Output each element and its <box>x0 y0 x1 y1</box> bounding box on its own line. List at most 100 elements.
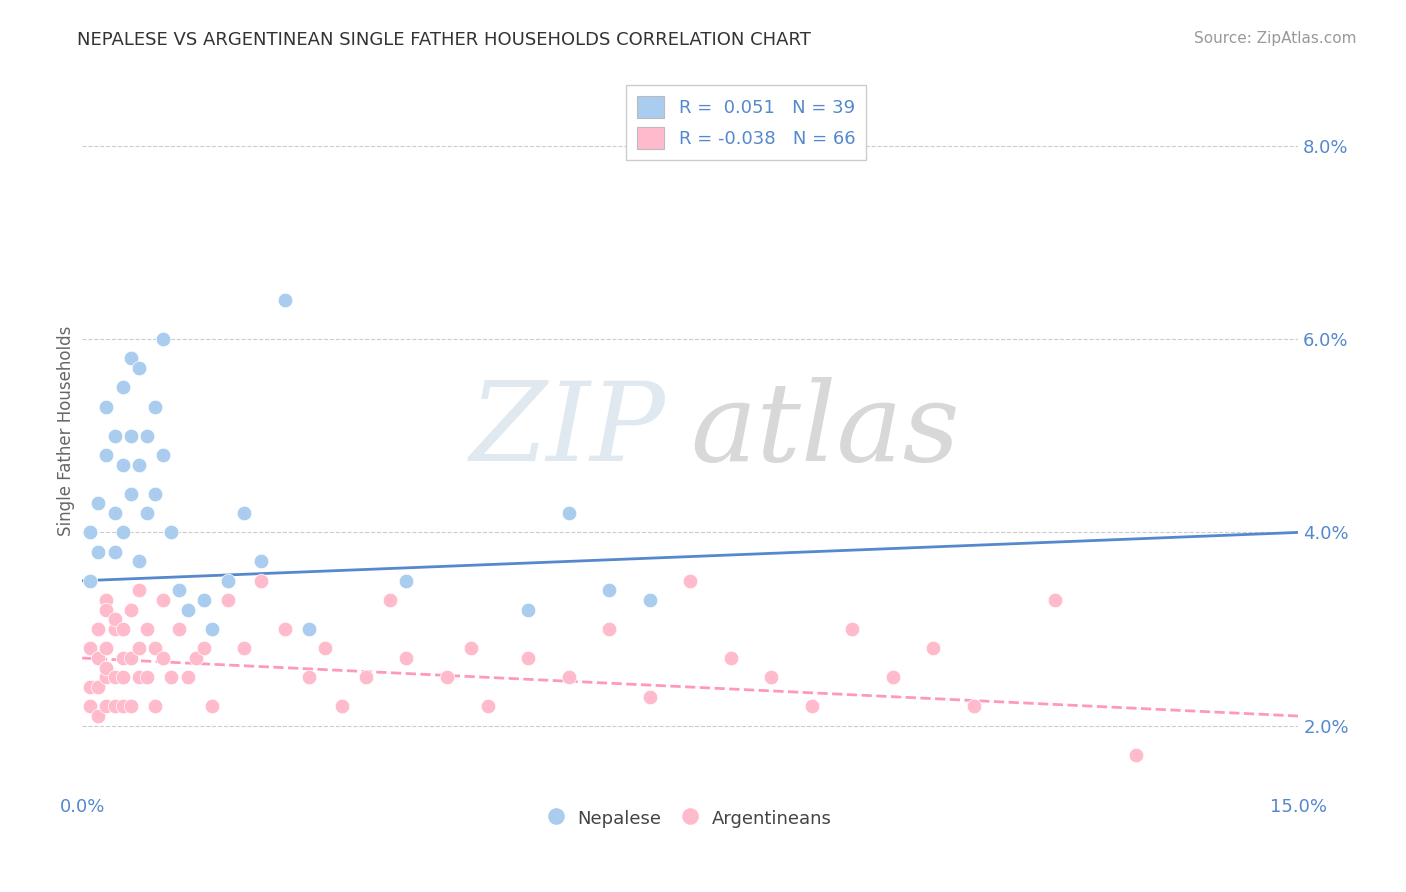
Point <box>136 670 159 684</box>
Point <box>217 574 239 588</box>
Point <box>160 525 183 540</box>
Point <box>598 583 620 598</box>
Point <box>128 458 150 472</box>
Point <box>128 641 150 656</box>
Point <box>314 641 336 656</box>
Point <box>87 622 110 636</box>
Point <box>143 699 166 714</box>
Point <box>841 622 863 636</box>
Point <box>380 593 402 607</box>
Point <box>460 641 482 656</box>
Point <box>169 622 191 636</box>
Point <box>922 641 945 656</box>
Point <box>298 670 321 684</box>
Point <box>395 574 418 588</box>
Point <box>761 670 783 684</box>
Point <box>882 670 904 684</box>
Text: Source: ZipAtlas.com: Source: ZipAtlas.com <box>1194 31 1357 46</box>
Point <box>152 332 174 346</box>
Point <box>143 641 166 656</box>
Point <box>152 651 174 665</box>
Point <box>274 293 297 308</box>
Point <box>128 361 150 376</box>
Point <box>111 525 134 540</box>
Point <box>103 429 125 443</box>
Point <box>96 670 118 684</box>
Point <box>176 670 198 684</box>
Point <box>96 699 118 714</box>
Point <box>87 680 110 694</box>
Point <box>201 622 224 636</box>
Point <box>143 400 166 414</box>
Point <box>87 709 110 723</box>
Point <box>136 506 159 520</box>
Point <box>111 670 134 684</box>
Point <box>330 699 353 714</box>
Point <box>233 641 256 656</box>
Point <box>111 458 134 472</box>
Point <box>96 661 118 675</box>
Point <box>249 574 271 588</box>
Point <box>96 593 118 607</box>
Point <box>79 525 101 540</box>
Point <box>1125 747 1147 762</box>
Point <box>274 622 297 636</box>
Point <box>87 545 110 559</box>
Point <box>96 400 118 414</box>
Point <box>87 651 110 665</box>
Point <box>193 593 215 607</box>
Point <box>233 506 256 520</box>
Point <box>103 699 125 714</box>
Point <box>436 670 458 684</box>
Point <box>638 593 661 607</box>
Point <box>103 612 125 626</box>
Point <box>1043 593 1066 607</box>
Point <box>96 603 118 617</box>
Point <box>152 593 174 607</box>
Point <box>217 593 239 607</box>
Point <box>557 506 579 520</box>
Point <box>120 429 142 443</box>
Point <box>720 651 742 665</box>
Point <box>517 603 540 617</box>
Point <box>120 651 142 665</box>
Legend: Nepalese, Argentineans: Nepalese, Argentineans <box>541 801 839 835</box>
Point <box>111 699 134 714</box>
Point <box>638 690 661 704</box>
Point <box>160 670 183 684</box>
Point <box>79 641 101 656</box>
Point <box>598 622 620 636</box>
Point <box>800 699 823 714</box>
Point <box>679 574 702 588</box>
Point <box>136 622 159 636</box>
Point <box>354 670 377 684</box>
Point <box>96 641 118 656</box>
Text: atlas: atlas <box>690 377 960 484</box>
Point <box>120 487 142 501</box>
Point <box>477 699 499 714</box>
Point <box>103 622 125 636</box>
Point <box>120 351 142 366</box>
Point <box>193 641 215 656</box>
Text: ZIP: ZIP <box>470 377 666 484</box>
Text: NEPALESE VS ARGENTINEAN SINGLE FATHER HOUSEHOLDS CORRELATION CHART: NEPALESE VS ARGENTINEAN SINGLE FATHER HO… <box>77 31 811 49</box>
Point <box>395 651 418 665</box>
Point <box>249 554 271 568</box>
Point <box>120 699 142 714</box>
Point <box>103 670 125 684</box>
Point <box>79 680 101 694</box>
Point <box>201 699 224 714</box>
Point <box>176 603 198 617</box>
Point <box>963 699 986 714</box>
Point <box>120 603 142 617</box>
Point <box>79 699 101 714</box>
Point <box>557 670 579 684</box>
Point <box>143 487 166 501</box>
Point <box>87 496 110 510</box>
Point <box>298 622 321 636</box>
Point <box>128 554 150 568</box>
Point <box>111 651 134 665</box>
Point <box>517 651 540 665</box>
Point <box>152 448 174 462</box>
Point <box>128 583 150 598</box>
